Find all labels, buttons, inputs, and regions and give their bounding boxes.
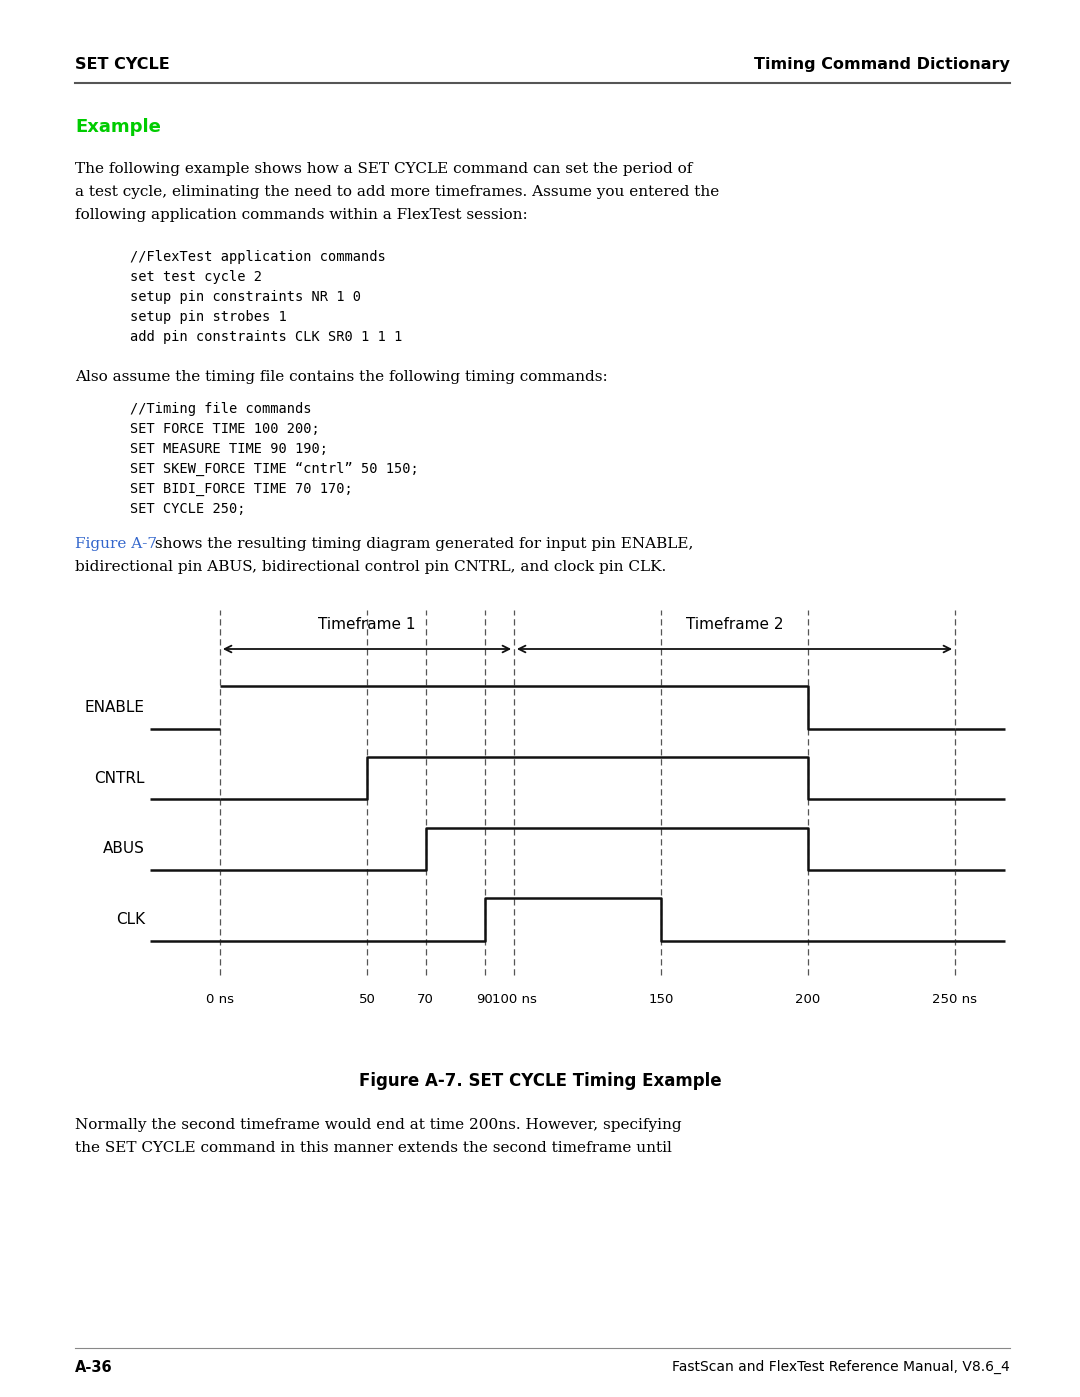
Text: shows the resulting timing diagram generated for input pin ENABLE,: shows the resulting timing diagram gener…	[150, 536, 693, 550]
Text: the SET CYCLE command in this manner extends the second timeframe until: the SET CYCLE command in this manner ext…	[75, 1141, 672, 1155]
Text: A-36: A-36	[75, 1361, 112, 1375]
Text: bidirectional pin ABUS, bidirectional control pin CNTRL, and clock pin CLK.: bidirectional pin ABUS, bidirectional co…	[75, 560, 666, 574]
Text: Timing Command Dictionary: Timing Command Dictionary	[754, 57, 1010, 73]
Text: SET CYCLE: SET CYCLE	[75, 57, 170, 73]
Text: Also assume the timing file contains the following timing commands:: Also assume the timing file contains the…	[75, 370, 608, 384]
Text: ABUS: ABUS	[103, 841, 145, 856]
Text: 70: 70	[417, 993, 434, 1006]
Text: Example: Example	[75, 117, 161, 136]
Text: FastScan and FlexTest Reference Manual, V8.6_4: FastScan and FlexTest Reference Manual, …	[672, 1361, 1010, 1375]
Text: SET CYCLE 250;: SET CYCLE 250;	[130, 502, 245, 515]
Text: ENABLE: ENABLE	[85, 700, 145, 715]
Text: add pin constraints CLK SR0 1 1 1: add pin constraints CLK SR0 1 1 1	[130, 330, 402, 344]
Text: following application commands within a FlexTest session:: following application commands within a …	[75, 208, 528, 222]
Text: Normally the second timeframe would end at time 200ns. However, specifying: Normally the second timeframe would end …	[75, 1118, 681, 1132]
Text: 0 ns: 0 ns	[206, 993, 234, 1006]
Text: CNTRL: CNTRL	[95, 771, 145, 785]
Text: 90: 90	[476, 993, 492, 1006]
Text: SET BIDI_FORCE TIME 70 170;: SET BIDI_FORCE TIME 70 170;	[130, 482, 353, 496]
Text: a test cycle, eliminating the need to add more timeframes. Assume you entered th: a test cycle, eliminating the need to ad…	[75, 184, 719, 198]
Text: 50: 50	[359, 993, 376, 1006]
Text: 150: 150	[648, 993, 674, 1006]
Text: 200: 200	[795, 993, 821, 1006]
Text: SET FORCE TIME 100 200;: SET FORCE TIME 100 200;	[130, 422, 320, 436]
Text: 100 ns: 100 ns	[491, 993, 537, 1006]
Text: Timeframe 1: Timeframe 1	[319, 617, 416, 631]
Text: //FlexTest application commands: //FlexTest application commands	[130, 250, 386, 264]
Text: setup pin constraints NR 1 0: setup pin constraints NR 1 0	[130, 291, 361, 305]
Text: setup pin strobes 1: setup pin strobes 1	[130, 310, 287, 324]
Text: Timeframe 2: Timeframe 2	[686, 617, 783, 631]
Text: //Timing file commands: //Timing file commands	[130, 402, 311, 416]
Text: Figure A-7. SET CYCLE Timing Example: Figure A-7. SET CYCLE Timing Example	[359, 1071, 721, 1090]
Text: SET SKEW_FORCE TIME “cntrl” 50 150;: SET SKEW_FORCE TIME “cntrl” 50 150;	[130, 462, 419, 476]
Text: The following example shows how a SET CYCLE command can set the period of: The following example shows how a SET CY…	[75, 162, 692, 176]
Text: Figure A-7: Figure A-7	[75, 536, 157, 550]
Text: SET MEASURE TIME 90 190;: SET MEASURE TIME 90 190;	[130, 441, 328, 455]
Text: 250 ns: 250 ns	[932, 993, 977, 1006]
Text: set test cycle 2: set test cycle 2	[130, 270, 262, 284]
Text: CLK: CLK	[116, 912, 145, 928]
